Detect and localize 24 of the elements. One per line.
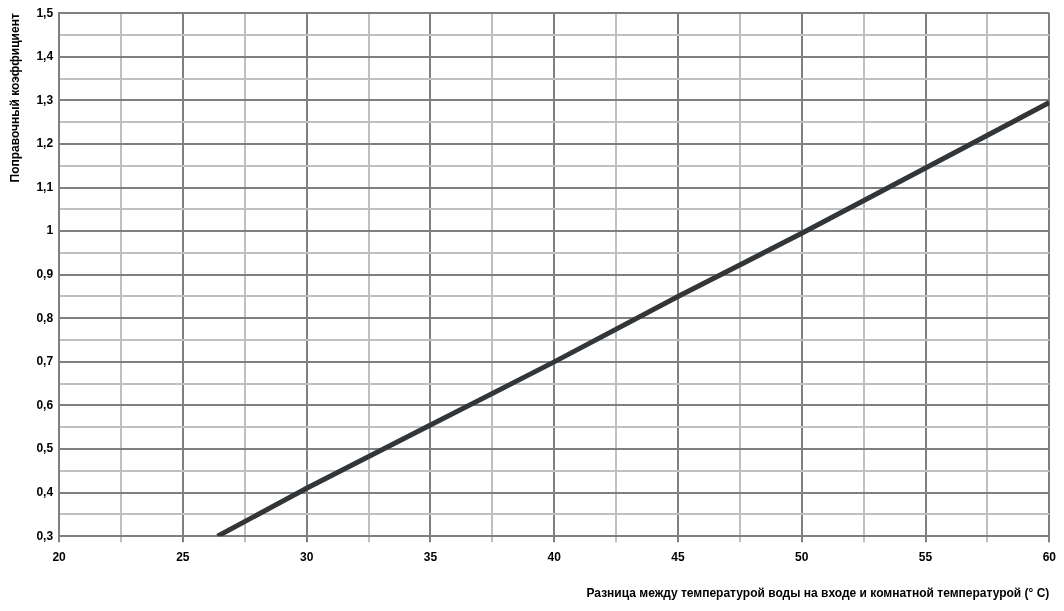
x-tick-label: 30 [299, 549, 314, 564]
x-tick-label: 40 [547, 549, 562, 564]
x-tick-label: 45 [671, 549, 685, 564]
x-tick-label: 60 [1042, 549, 1057, 564]
y-tick-label: 0,6 [36, 397, 54, 412]
y-tick-label: 1,1 [36, 179, 54, 194]
x-tick-label: 20 [52, 549, 67, 564]
y-tick-label: 1 [46, 223, 54, 238]
y-tick-label: 0,9 [36, 267, 54, 282]
y-tick-label: 0,4 [36, 484, 54, 499]
y-tick-label: 1,2 [36, 136, 54, 151]
x-tick-label: 35 [423, 549, 438, 564]
y-tick-label: 1,4 [36, 49, 54, 64]
x-tick-label: 50 [795, 549, 809, 564]
y-tick-label: 0,8 [36, 310, 54, 325]
y-tick-label: 0,5 [36, 441, 54, 456]
y-axis-title: Поправочный коэффициент [7, 13, 22, 183]
y-tick-label: 0,7 [36, 354, 54, 369]
y-tick-label: 1,3 [36, 92, 54, 107]
x-tick-label: 25 [176, 549, 190, 564]
x-axis-title: Разница между температурой воды на входе и комнатной температурой (° C) [586, 586, 1050, 601]
y-tick-label: 0,3 [36, 528, 54, 543]
y-tick-label: 1,5 [36, 5, 54, 20]
x-tick-label: 55 [918, 549, 933, 564]
